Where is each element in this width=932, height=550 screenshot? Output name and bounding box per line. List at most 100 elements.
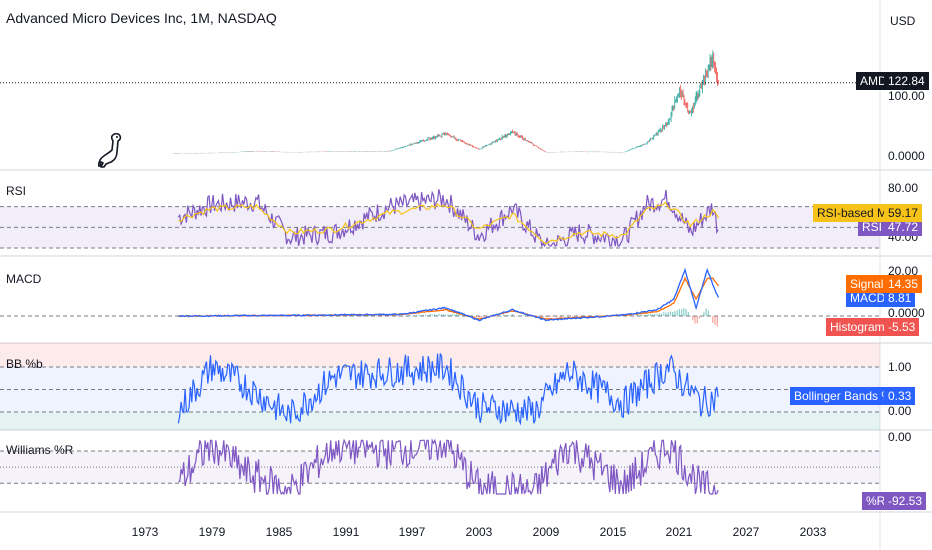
- currency-button[interactable]: USD: [890, 14, 916, 28]
- macd-histogram-bar: [393, 315, 395, 316]
- macd-histogram-bar: [509, 315, 511, 316]
- macd-histogram-bar: [378, 315, 380, 317]
- macd-histogram-bar: [654, 314, 656, 316]
- macd-histogram-bar: [398, 316, 400, 317]
- macd-histogram-bar: [514, 316, 516, 317]
- macd-histogram-bar: [291, 315, 293, 317]
- macd-histogram-bar: [652, 314, 654, 316]
- williams-pane-label: Williams %R: [6, 443, 74, 457]
- macd-tag-value: 8.81: [884, 289, 916, 307]
- macd-histogram-bar: [538, 315, 540, 317]
- macd-histogram-bar: [696, 316, 698, 324]
- macd-histogram-bar: [289, 316, 291, 317]
- macd-histogram-bar: [701, 315, 703, 317]
- bb-band: [0, 367, 880, 412]
- macd-histogram-bar: [318, 315, 320, 317]
- macd-histogram-bar: [315, 316, 318, 317]
- macd-histogram-bar: [567, 316, 569, 317]
- macd-histogram-bar: [632, 316, 634, 317]
- macd-histogram-bar: [251, 316, 253, 317]
- bb-percent-line: [177, 353, 719, 426]
- macd-histogram-bar: [525, 316, 527, 317]
- x-axis-label: 1973: [131, 525, 159, 539]
- macd-histogram-bar: [627, 315, 629, 317]
- macd-histogram-bar: [709, 316, 712, 317]
- symbol-tag: AMD: [856, 72, 891, 90]
- macd-histogram-bar: [373, 315, 375, 317]
- macd-histogram-bar: [698, 316, 701, 319]
- macd-histogram-bar: [460, 315, 462, 316]
- macd-histogram-bar: [380, 316, 382, 317]
- macd-histogram-bar: [569, 316, 571, 317]
- macd-histogram-bar: [478, 316, 480, 318]
- macd-histogram-bar: [422, 314, 424, 316]
- macd-histogram-bar: [333, 316, 335, 317]
- rsi-ma-line: [178, 201, 719, 245]
- macd-histogram-bar: [578, 316, 580, 317]
- macd-histogram-bar: [424, 314, 427, 316]
- macd-histogram-bar: [326, 315, 329, 317]
- histogram-tag-label: Histogram: [826, 318, 889, 336]
- macd-histogram-bar: [262, 316, 264, 317]
- macd-histogram-bar: [402, 316, 404, 317]
- macd-histogram-bar: [375, 316, 378, 317]
- macd-histogram-bar: [518, 315, 520, 317]
- macd-histogram-bar: [440, 314, 442, 316]
- rsi-axis-tick: 80.00: [888, 181, 919, 195]
- macd-histogram-bar: [431, 314, 433, 316]
- macd-histogram-bar: [473, 316, 476, 318]
- williams-axis-tick: 0.00: [888, 430, 912, 444]
- macd-histogram-bar: [309, 316, 311, 317]
- macd-histogram-bar: [342, 316, 344, 317]
- macd-histogram-bar: [542, 316, 545, 317]
- macd-histogram-bar: [500, 315, 502, 317]
- macd-histogram-bar: [520, 315, 522, 316]
- macd-histogram-bar: [712, 316, 714, 323]
- macd-histogram-bar: [674, 311, 676, 316]
- macd-histogram-bar: [640, 314, 643, 316]
- bb-oversold-band: [0, 412, 880, 430]
- macd-histogram-bar: [465, 316, 467, 317]
- macd-histogram-bar: [638, 315, 640, 317]
- macd-histogram-bar: [396, 315, 398, 317]
- macd-histogram-bar: [364, 315, 367, 317]
- rsi-tag-label: RSI: [858, 218, 887, 236]
- macd-histogram-bar: [340, 316, 342, 317]
- last-price-tag: 122.84: [884, 72, 929, 90]
- macd-line: [178, 267, 720, 322]
- macd-histogram-bar: [522, 315, 525, 316]
- macd-histogram-bar: [507, 314, 509, 316]
- bb-tag-value: 0.33: [884, 387, 916, 405]
- macd-histogram-bar: [589, 315, 591, 317]
- macd-histogram-bar: [527, 316, 529, 317]
- macd-histogram-bar: [571, 316, 574, 317]
- macd-histogram-bar: [663, 312, 665, 316]
- macd-histogram-bar: [382, 315, 384, 316]
- macd-histogram-bar: [324, 316, 326, 317]
- macd-histogram-bar: [409, 314, 411, 316]
- macd-histogram-bar: [433, 314, 436, 316]
- macd-histogram-bar: [678, 309, 680, 316]
- macd-histogram-bar: [436, 315, 438, 316]
- macd-histogram-bar: [676, 310, 678, 316]
- macd-histogram-bar: [554, 316, 556, 317]
- macd-histogram-bar: [371, 315, 373, 317]
- bb-axis-tick: 1.00: [888, 360, 912, 374]
- macd-histogram-bar: [358, 316, 360, 317]
- macd-histogram-bar: [689, 315, 692, 317]
- macd-histogram-bar: [498, 316, 500, 317]
- macd-histogram-bar: [681, 309, 683, 316]
- macd-histogram-bar: [594, 316, 596, 317]
- macd-histogram-bar: [456, 314, 458, 316]
- macd-histogram-bar: [629, 315, 632, 316]
- macd-histogram-bar: [438, 313, 440, 316]
- williams-tag-label: %R: [862, 492, 890, 510]
- x-axis-label: 2015: [599, 525, 627, 539]
- rsi-ma-tag-value: 59.17: [884, 204, 923, 222]
- macd-histogram-bar: [565, 315, 567, 317]
- williams-band: [0, 451, 880, 484]
- macd-histogram-bar: [576, 316, 578, 317]
- macd-histogram-bar: [471, 315, 473, 317]
- macd-histogram-bar: [244, 316, 246, 317]
